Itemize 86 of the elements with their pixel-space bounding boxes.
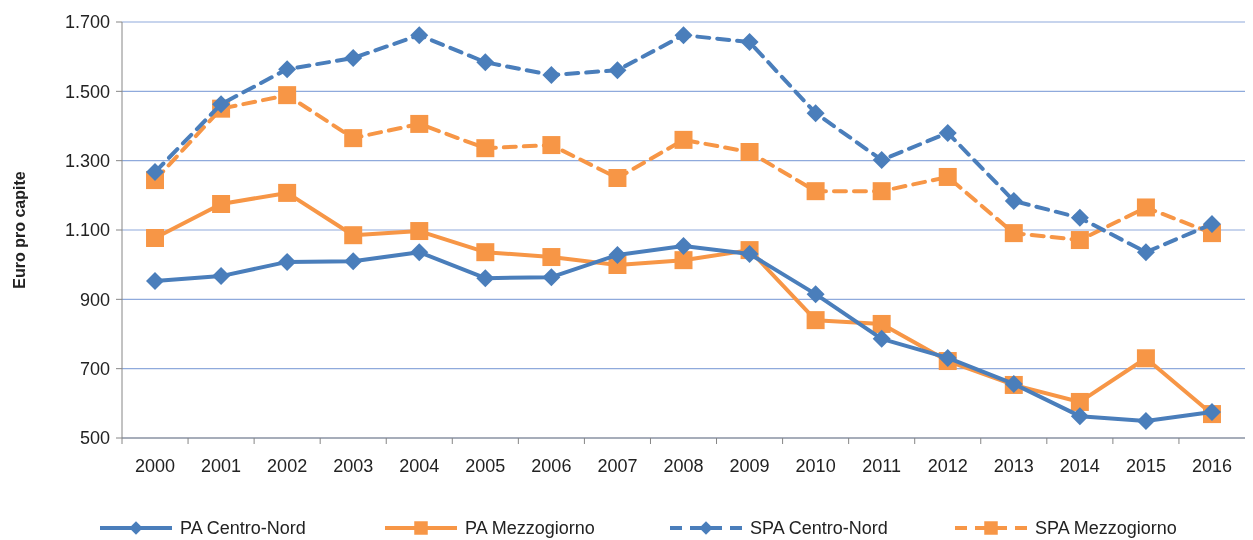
x-tick-label: 2009 <box>729 456 770 476</box>
x-tick-label: 2016 <box>1191 456 1232 476</box>
point <box>278 60 297 79</box>
x-tick-label: 2014 <box>1059 456 1100 476</box>
legend-label: SPA Mezzogiorno <box>1035 518 1177 539</box>
point <box>1202 215 1221 234</box>
point <box>1136 412 1155 431</box>
point <box>674 236 693 255</box>
point <box>146 163 165 182</box>
x-tick-label: 2002 <box>267 456 308 476</box>
point <box>344 129 363 148</box>
point <box>608 169 627 187</box>
x-tick-label: 2004 <box>399 456 440 476</box>
point <box>1004 224 1023 243</box>
point <box>740 143 759 161</box>
point <box>872 314 891 333</box>
x-tick-label: 2005 <box>465 456 506 476</box>
point <box>1070 231 1089 250</box>
x-tick-label: 2013 <box>993 456 1034 476</box>
point <box>476 243 495 262</box>
point <box>344 226 363 245</box>
point <box>1070 407 1089 426</box>
point <box>542 66 561 85</box>
x-tick-label: 2001 <box>201 456 242 476</box>
x-tick-label: 2012 <box>927 456 968 476</box>
point <box>1136 198 1155 217</box>
point <box>476 53 495 72</box>
point <box>806 311 825 330</box>
point <box>674 26 693 45</box>
point <box>674 251 693 270</box>
point <box>1070 208 1089 227</box>
point <box>1004 191 1023 210</box>
point <box>410 26 429 45</box>
point <box>146 228 165 247</box>
point <box>1070 392 1089 411</box>
point <box>212 195 231 213</box>
y-tick-label: 900 <box>79 289 110 310</box>
y-tick-label: 500 <box>79 428 110 449</box>
point <box>608 245 627 264</box>
x-tick-label: 2008 <box>663 456 704 476</box>
point <box>806 104 825 123</box>
point <box>542 268 561 287</box>
point <box>608 61 627 80</box>
point <box>410 114 429 133</box>
point <box>542 248 561 267</box>
legend-label: SPA Centro-Nord <box>750 518 888 539</box>
point <box>938 123 957 142</box>
x-tick-label: 2006 <box>531 456 572 476</box>
point <box>278 252 297 271</box>
x-tick-label: 2010 <box>795 456 836 476</box>
x-tick-label: 2003 <box>333 456 374 476</box>
point <box>212 95 231 114</box>
point <box>410 243 429 262</box>
point <box>872 182 891 201</box>
legend-label: PA Centro-Nord <box>180 518 306 539</box>
point <box>1136 349 1155 368</box>
point <box>476 269 495 288</box>
point <box>212 267 231 286</box>
point <box>542 136 561 155</box>
point <box>1136 243 1155 262</box>
point <box>806 182 825 201</box>
y-tick-label: 1.300 <box>64 150 110 171</box>
y-tick-label: 1.700 <box>64 12 110 33</box>
point <box>146 271 165 290</box>
point <box>410 222 429 241</box>
x-tick-label: 2000 <box>135 456 176 476</box>
y-tick-label: 700 <box>79 358 110 379</box>
x-tick-label: 2011 <box>862 456 902 476</box>
point <box>938 167 957 186</box>
point <box>344 49 363 68</box>
point <box>938 348 957 367</box>
point <box>740 33 759 52</box>
point <box>278 183 297 202</box>
x-tick-label: 2015 <box>1125 456 1166 476</box>
point <box>278 86 297 105</box>
point <box>872 150 891 169</box>
point <box>806 285 825 304</box>
y-tick-label: 1.100 <box>64 220 110 241</box>
point <box>872 329 891 348</box>
y-tick-label: 1.500 <box>64 81 110 102</box>
point <box>476 139 495 158</box>
legend-label: PA Mezzogiorno <box>465 518 595 539</box>
point <box>674 130 693 149</box>
x-tick-label: 2007 <box>597 456 638 476</box>
y-axis-title: Euro pro capite <box>11 171 28 289</box>
point <box>344 252 363 271</box>
